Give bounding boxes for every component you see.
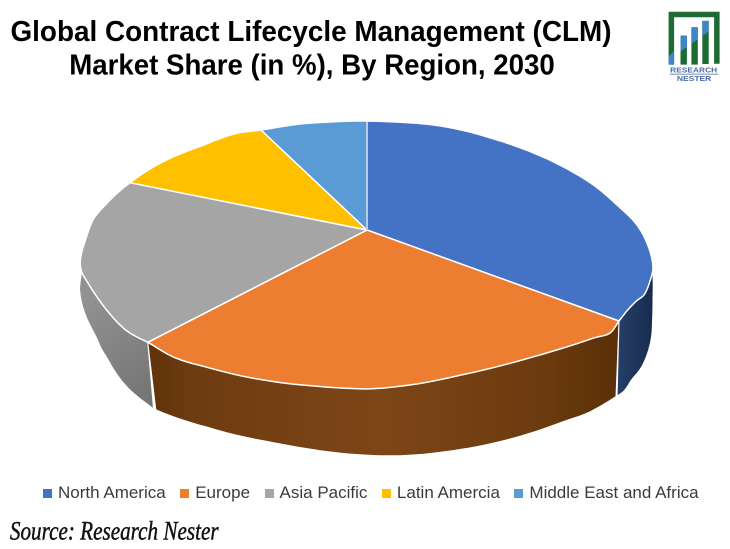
svg-text:Market Share (in %), By Region: Market Share (in %), By Region, 2030 [69,50,555,82]
svg-text:Source: Research Nester: Source: Research Nester [10,517,219,546]
svg-text:RESEARCH: RESEARCH [670,68,717,75]
svg-text:Global Contract Lifecycle Mana: Global Contract Lifecycle Management (CL… [11,16,612,48]
svg-text:NESTER: NESTER [677,76,711,83]
